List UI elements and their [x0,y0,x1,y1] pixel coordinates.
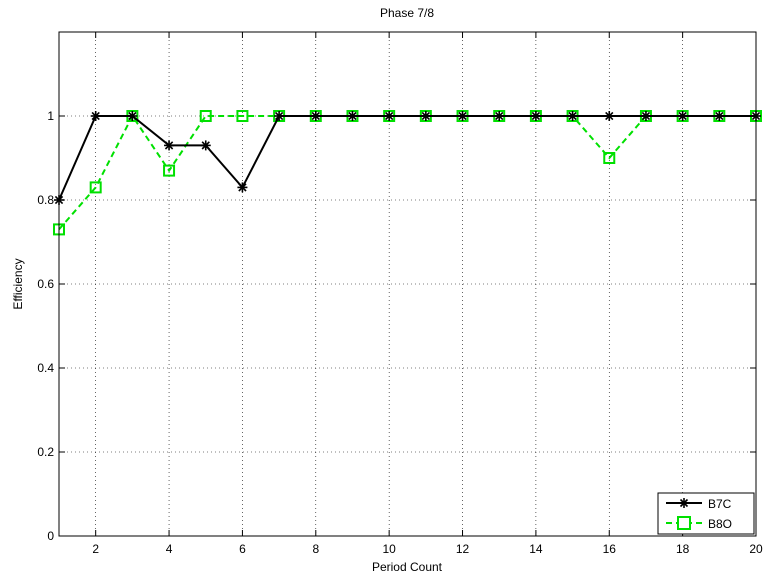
x-tick-label: 4 [166,542,173,556]
data-point-b7c [200,140,211,151]
legend-marker-b8o [677,516,691,530]
data-point-b7c [310,111,321,121]
data-point-b7c [127,111,138,121]
data-point-b7c [457,111,468,121]
series-b7c [54,111,761,205]
x-tick-label: 2 [92,542,99,556]
y-tick-label: 0.6 [37,277,54,291]
legend-entry-b7c: B7C [666,497,732,511]
y-tick-label: 1 [47,109,54,123]
legend-label-b8o: B8O [708,517,732,531]
data-point-b7c [274,111,285,121]
y-tick-label: 0.2 [37,445,54,459]
data-point-b7c [640,111,651,121]
series-line-b7c [58,115,756,201]
x-tick-label: 18 [676,542,690,556]
x-tick-label: 20 [749,542,763,556]
data-point-b7c [384,111,395,121]
data-point-b7c [567,111,578,121]
x-axis-ticks: 2 4 6 8 10 12 14 16 18 20 [92,32,763,556]
data-point-b7c [604,111,615,121]
legend-label-b7c: B7C [708,497,732,511]
data-point-b7c [347,111,358,121]
data-point-b7c [164,140,175,151]
data-point-b7c [237,182,248,193]
legend-entry-b8o: B8O [666,516,732,531]
y-axis-ticks: 0 0.2 0.4 0.6 0.8 1 [37,109,756,543]
x-tick-label: 8 [312,542,319,556]
data-point-b7c [714,111,725,121]
data-point-b7c [420,111,431,121]
data-point-b8o [89,181,102,194]
legend-box [657,492,755,535]
x-axis-label: Period Count [372,560,443,574]
y-tick-label: 0 [47,529,54,543]
series-layer [53,110,762,236]
x-tick-label: 10 [382,542,396,556]
data-point-b8o [603,152,616,164]
x-tick-label: 16 [603,542,617,556]
chart-title: Phase 7/8 [380,6,434,20]
x-tick-label: 12 [456,542,470,556]
data-point-b7c [677,111,688,121]
data-point-b8o [199,110,212,122]
y-tick-label: 0.8 [37,193,54,207]
legend-marker-b7c [679,498,689,508]
x-tick-label: 14 [529,542,543,556]
data-point-b7c [90,111,101,121]
data-point-b7c [530,111,541,121]
data-point-b7c [494,111,505,121]
y-axis-label: Efficiency [11,258,25,309]
y-tick-label: 0.4 [37,361,54,375]
data-point-b8o [163,164,176,177]
legend: B7C B8O [657,492,755,535]
x-tick-label: 6 [239,542,246,556]
data-point-b8o [236,110,249,122]
series-line-b8o [58,114,756,231]
